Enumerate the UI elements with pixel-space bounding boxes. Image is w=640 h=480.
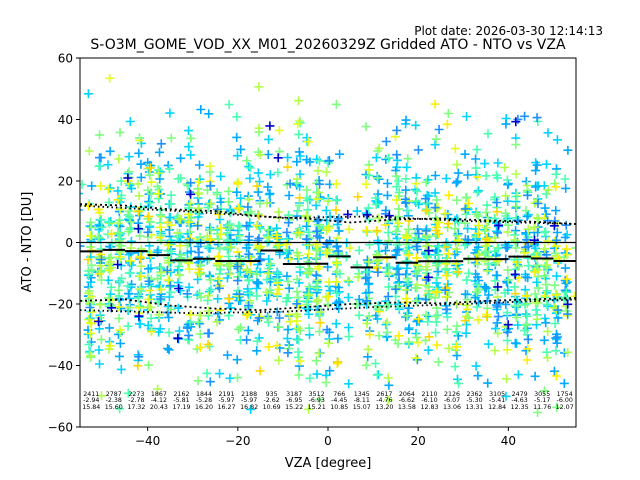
- bin-count-20: 3055: [534, 391, 550, 398]
- y-axis-ticks: −60 −40 −20 0 20 40 60: [48, 52, 80, 435]
- bin-count-10: 3512: [309, 391, 325, 398]
- bin-mean-13: -4.76: [376, 397, 392, 404]
- plot-date: Plot date: 2026-03-30 12:14:13: [414, 24, 603, 38]
- bin-count-18: 3105: [489, 391, 505, 398]
- bin-count-17: 2362: [466, 391, 482, 398]
- bin-count-5: 1844: [196, 391, 212, 398]
- bin-std-21: 12.07: [556, 404, 574, 411]
- y-tick-label-5: 40: [58, 113, 73, 127]
- bin-mean-21: -6.00: [557, 397, 573, 404]
- bin-std-16: 13.06: [443, 404, 461, 411]
- bin-mean-0: -2.94: [83, 397, 99, 404]
- bin-mean-10: -6.93: [309, 397, 325, 404]
- x-tick-label-3: 20: [411, 434, 426, 448]
- bin-std-20: 11.76: [533, 404, 551, 411]
- bin-count-0: 2411: [83, 391, 99, 398]
- y-axis-label: ATO - NTO [DU]: [20, 192, 35, 293]
- bin-std-2: 17.32: [127, 404, 145, 411]
- bin-std-11: 10.85: [330, 404, 348, 411]
- bin-std-14: 13.58: [398, 404, 416, 411]
- bin-count-3: 1867: [151, 391, 167, 398]
- bin-std-0: 15.84: [82, 404, 100, 411]
- bin-std-10: 15.21: [308, 404, 326, 411]
- bin-count-21: 1754: [557, 391, 573, 398]
- bin-count-15: 2110: [421, 391, 437, 398]
- lower-percentile-line: [80, 298, 576, 315]
- bin-count-6: 2191: [218, 391, 234, 398]
- bin-std-12: 15.07: [353, 404, 371, 411]
- bin-std-5: 16.20: [195, 404, 213, 411]
- bin-mean-1: -2.38: [106, 397, 122, 404]
- bin-mean-5: -5.28: [196, 397, 212, 404]
- bin-std-15: 12.83: [420, 404, 438, 411]
- bin-mean-17: -5.30: [466, 397, 482, 404]
- scatter-series-10: [94, 117, 573, 343]
- bin-mean-6: -5.97: [218, 397, 234, 404]
- bin-count-4: 2162: [173, 391, 189, 398]
- scatter-series-9: [80, 111, 573, 387]
- bin-std-6: 16.27: [217, 404, 235, 411]
- bin-count-14: 2064: [399, 391, 415, 398]
- y-tick-label-2: −20: [48, 298, 73, 312]
- y-tick-label-1: −40: [48, 359, 73, 373]
- y-tick-label-4: 20: [58, 175, 73, 189]
- bin-count-16: 2126: [444, 391, 460, 398]
- bin-mean-9: -6.95: [286, 397, 302, 404]
- bin-count-11: 766: [333, 391, 345, 398]
- bin-mean-11: -4.45: [331, 397, 347, 404]
- scatter-points: [80, 73, 576, 417]
- bin-mean-2: -2.78: [128, 397, 144, 404]
- bin-std-13: 13.20: [375, 404, 393, 411]
- x-tick-label-1: −20: [225, 434, 250, 448]
- bin-std-1: 15.60: [105, 404, 123, 411]
- bin-std-8: 10.69: [263, 404, 281, 411]
- scatter-series-5: [85, 73, 576, 366]
- bin-mean-16: -6.07: [444, 397, 460, 404]
- bin-std-7: 16.82: [240, 404, 258, 411]
- upper-percentile-line: [80, 204, 576, 225]
- bin-count-7: 2188: [241, 391, 257, 398]
- bin-count-9: 3187: [286, 391, 302, 398]
- y-tick-label-6: 60: [58, 52, 73, 66]
- bin-std-4: 17.19: [172, 404, 190, 411]
- bin-mean-20: -5.17: [534, 397, 550, 404]
- y-tick-label-0: −60: [48, 421, 73, 435]
- chart-title: S-O3M_GOME_VOD_XX_M01_20260329Z Gridded …: [90, 37, 566, 53]
- stat-lines: [80, 203, 576, 315]
- bin-count-13: 2617: [376, 391, 392, 398]
- bin-mean-12: -8.11: [354, 397, 370, 404]
- bin-std-19: 12.35: [511, 404, 529, 411]
- bin-count-12: 1345: [354, 391, 370, 398]
- bin-std-9: 15.22: [285, 404, 303, 411]
- x-tick-label-2: 0: [324, 434, 332, 448]
- bin-mean-14: -6.62: [399, 397, 415, 404]
- bin-count-8: 935: [266, 391, 278, 398]
- bin-statistics: 2411-2.9415.842787-2.3815.602273-2.7817.…: [82, 391, 573, 411]
- x-axis-label: VZA [degree]: [285, 456, 372, 471]
- bin-count-2: 2273: [128, 391, 144, 398]
- bin-count-19: 2479: [512, 391, 528, 398]
- bin-std-3: 20.43: [150, 404, 168, 411]
- y-tick-label-3: 0: [65, 236, 73, 250]
- bin-mean-15: -6.10: [421, 397, 437, 404]
- bin-mean-7: -5.97: [241, 397, 257, 404]
- x-tick-label-0: −40: [135, 434, 160, 448]
- bin-mean-8: -2.62: [263, 397, 279, 404]
- bin-mean-18: -5.41: [489, 397, 505, 404]
- x-axis-ticks: −40 −20 0 20 40: [135, 427, 516, 448]
- bin-count-1: 2787: [106, 391, 122, 398]
- bin-mean-19: -4.63: [511, 397, 527, 404]
- x-tick-label-4: 40: [501, 434, 516, 448]
- bin-std-18: 12.84: [488, 404, 506, 411]
- bin-mean-4: -5.81: [173, 397, 189, 404]
- bin-mean-3: -4.12: [151, 397, 167, 404]
- bin-std-17: 13.31: [465, 404, 483, 411]
